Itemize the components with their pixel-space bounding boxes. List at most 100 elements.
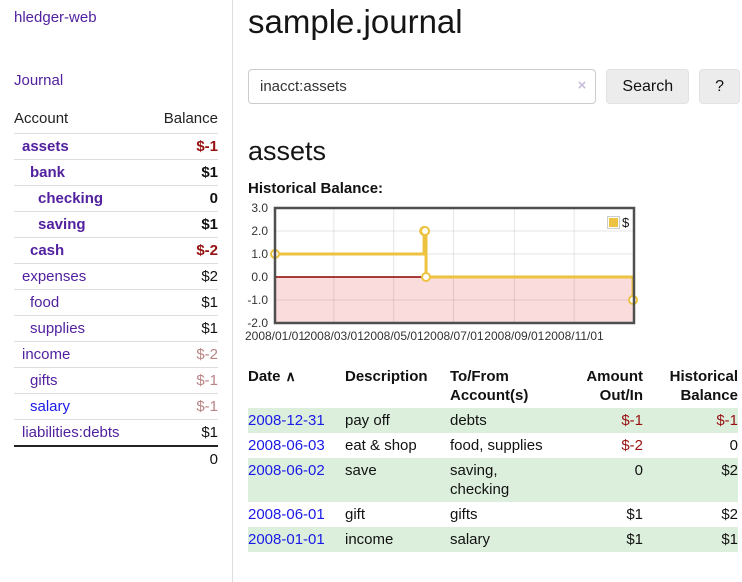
account-link[interactable]: assets [22,138,69,155]
register-table: Date ∧ Description To/From Account(s) Am… [248,364,738,552]
account-balance: $1 [201,216,218,233]
account-link[interactable]: liabilities:debts [22,424,120,441]
x-axis-tick-label: 2008/03/01 [303,329,364,343]
account-row-bank: bank $1 [14,159,218,185]
register-row: 2008-01-01 income salary $1 $1 [248,527,738,552]
account-balance: $1 [201,424,218,441]
transaction-amount: $-1 [621,412,643,429]
historical-balance-chart: 3.0 2.0 1.0 0.0 -1.0 -2.0 2008/01/01 2008/03/01… [245,201,740,348]
transaction-date-link[interactable]: 2008-06-02 [248,462,325,479]
account-link[interactable]: income [22,346,71,363]
search-form: × Search ? [248,69,740,104]
account-link[interactable]: cash [30,242,65,259]
help-button[interactable]: ? [699,69,740,104]
account-row-supplies: supplies $1 [14,315,218,341]
y-axis-tick-label: -1.0 [247,293,268,307]
chart-plot [270,206,639,325]
register-row: 2008-06-02 save saving, checking 0 $2 [248,458,738,502]
register-row: 2008-12-31 pay off debts $-1 $-1 [248,408,738,433]
transaction-balance: 0 [729,437,738,454]
account-link[interactable]: checking [38,190,104,207]
chart-title: Historical Balance: [248,180,384,197]
account-column-header: Account [14,110,69,127]
account-link[interactable]: bank [30,164,66,181]
transaction-amount: $-2 [621,437,643,454]
account-link[interactable]: salary [30,398,71,415]
account-balance: 0 [209,190,218,207]
account-balance: $-1 [196,398,218,415]
column-header-amount: Amount Out/In [586,368,643,404]
transaction-accounts: debts [450,412,487,429]
accounts-table-header: Account Balance [14,107,218,133]
clear-search-icon[interactable]: × [577,77,587,94]
accounts-total-row: 0 [14,445,218,472]
main-content: sample.journal × Search ? assets Histori… [245,0,740,552]
sidebar-item-journal[interactable]: Journal [14,72,64,89]
y-axis-tick-label: -2.0 [247,316,268,330]
account-link[interactable]: saving [38,216,86,233]
account-link[interactable]: expenses [22,268,87,285]
account-heading: assets [248,136,327,166]
account-link[interactable]: food [30,294,60,311]
column-header-date[interactable]: Date ∧ [248,368,296,385]
account-link[interactable]: gifts [30,372,58,389]
legend-label: $ [622,215,630,230]
register-row: 2008-06-03 eat & shop food, supplies $-2… [248,433,738,458]
transaction-date-link[interactable]: 2008-06-03 [248,437,325,454]
transaction-date-link[interactable]: 2008-06-01 [248,506,325,523]
transaction-description: income [345,531,394,548]
transaction-balance: $-1 [716,412,738,429]
account-row-checking: checking 0 [14,185,218,211]
register-header-row: Date ∧ Description To/From Account(s) Am… [248,364,738,408]
accounts-table: Account Balance assets $-1 bank $1 check… [14,107,218,472]
x-axis-tick-label: 2008/01/01 [244,329,306,343]
transaction-description: eat & shop [345,437,417,454]
transaction-date-link[interactable]: 2008-01-01 [248,531,325,548]
y-axis-tick-label: 3.0 [251,201,268,215]
search-input[interactable] [248,69,597,104]
accounts-total-value: 0 [209,451,218,468]
account-balance: $-2 [196,346,218,363]
account-row-income: income $-2 [14,341,218,367]
transaction-accounts: gifts [450,506,478,523]
transaction-accounts: saving, checking [450,462,510,498]
account-row-salary: salary $-1 [14,393,218,419]
account-row-saving: saving $1 [14,211,218,237]
account-balance: $1 [201,164,218,181]
search-button[interactable]: Search [606,69,690,104]
column-header-accounts: To/From Account(s) [450,368,529,404]
transaction-description: save [345,462,377,479]
y-axis-tick-label: 2.0 [251,224,268,238]
y-axis-tick-label: 1.0 [251,247,268,261]
x-axis-tick-label: 2008/05/01 [363,329,424,343]
sort-ascending-icon: ∧ [285,368,296,384]
column-header-balance: Historical Balance [669,368,738,404]
transaction-amount: $1 [626,506,643,523]
brand-link[interactable]: hledger-web [14,9,97,26]
transaction-date-link[interactable]: 2008-12-31 [248,412,325,429]
transaction-balance: $1 [721,531,738,548]
account-balance: $-1 [196,138,218,155]
x-axis-tick-label: 2008/09/01 [484,329,545,343]
balance-column-header: Balance [163,110,218,127]
x-axis-tick-label: 2008/07/01 [423,329,484,343]
account-row-assets: assets $-1 [14,133,218,159]
account-row-cash: cash $-2 [14,237,218,263]
x-axis-tick-label: 2008/11/01 [544,329,604,343]
page-title: sample.journal [248,3,463,40]
transaction-balance: $2 [721,506,738,523]
account-balance: $1 [201,320,218,337]
account-balance: $1 [201,294,218,311]
account-balance: $2 [201,268,218,285]
transaction-amount: $1 [626,531,643,548]
account-balance: $-1 [196,372,218,389]
search-box: × [248,69,597,104]
account-row-gifts: gifts $-1 [14,367,218,393]
y-axis-tick-label: 0.0 [251,270,268,284]
account-link[interactable]: supplies [30,320,86,337]
transaction-accounts: food, supplies [450,437,543,454]
account-row-liabilities-debts: liabilities:debts $1 [14,419,218,445]
register-row: 2008-06-01 gift gifts $1 $2 [248,502,738,527]
account-balance: $-2 [196,242,218,259]
transaction-accounts: salary [450,531,491,548]
